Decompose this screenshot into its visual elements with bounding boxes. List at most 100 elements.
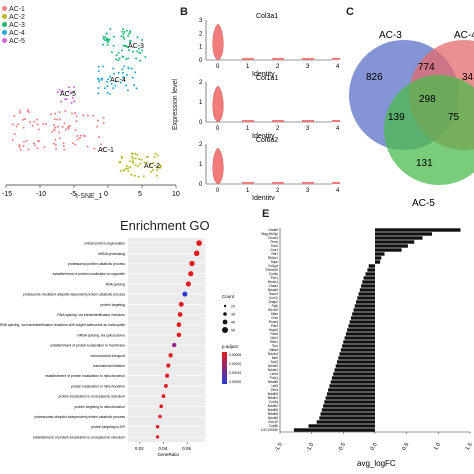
- venn-circle-ac5: [384, 75, 474, 185]
- tsne-point: [130, 173, 133, 176]
- tsne-point: [68, 125, 71, 128]
- violin-xlabel: Identity: [252, 133, 275, 140]
- tsne-point: [73, 100, 76, 103]
- tsne-point: [97, 92, 100, 95]
- go-term-label: establishment of protein localization to…: [53, 272, 125, 276]
- tsne-point: [120, 157, 123, 160]
- tsne-point: [67, 90, 70, 93]
- violin-shape: [272, 120, 284, 122]
- tsne-point: [25, 139, 28, 142]
- go-dot: [172, 342, 177, 348]
- logfc-bar: [375, 252, 385, 256]
- logfc-gene-label: Cox8b: [269, 424, 278, 428]
- logfc-gene-label: Ostate: [269, 228, 279, 232]
- tsne-point: [110, 51, 113, 54]
- logfc-bar: [331, 376, 375, 380]
- go-term-label: mRNA splicing, via spliceosome: [77, 333, 125, 337]
- violin-xtick: 0: [216, 188, 220, 194]
- tsne-point: [24, 118, 27, 120]
- legend-dot-icon: [2, 38, 7, 43]
- tsne-point: [133, 174, 136, 177]
- tsne-point: [13, 133, 16, 135]
- tsne-point: [65, 98, 68, 101]
- violin-shape: [332, 182, 340, 184]
- logfc-gene-label: Ndufb1: [268, 396, 279, 400]
- tsne-point: [131, 76, 134, 79]
- tsne-point: [60, 91, 63, 93]
- tsne-point: [137, 175, 140, 178]
- tsne-point: [121, 68, 124, 71]
- go-term-label: RNA splicing, via transesterification re…: [57, 313, 125, 317]
- logfc-gene-label: Pvrl1: [271, 276, 278, 280]
- logfc-bar: [319, 416, 375, 420]
- tsne-legend: AC-1 AC-2 AC-3 AC-4 AC-5: [2, 6, 25, 46]
- tsne-point: [76, 134, 79, 137]
- tsne-point: [73, 86, 75, 88]
- tsne-point: [19, 111, 21, 114]
- logfc-bar: [339, 352, 375, 356]
- venn-count-only3: 826: [366, 72, 383, 83]
- violin-xlabel: Identity: [252, 195, 275, 200]
- tsne-panel: -15 -10 -5 0 5 10 AC-5 AC-4 AC-3 AC-1 AC-2 AC-1 AC-…: [0, 0, 180, 210]
- logfc-gene-label: Clcn10: [268, 420, 278, 424]
- go-term-label: protein targeting: [100, 303, 125, 307]
- tsne-point: [132, 157, 135, 160]
- venn-label-ac3: AC-3: [379, 30, 402, 41]
- tsne-point: [125, 58, 128, 61]
- tsne-point: [62, 142, 65, 145]
- tsne-point: [102, 65, 105, 68]
- tsne-point: [129, 160, 132, 163]
- logfc-bar: [337, 360, 375, 364]
- tsne-point: [86, 114, 89, 117]
- tsne-point: [53, 118, 56, 121]
- tsne-point: [139, 162, 142, 165]
- logfc-gene-label: Rbfc1: [270, 340, 279, 344]
- tsne-point: [149, 163, 152, 166]
- tsne-point: [109, 28, 112, 31]
- tsne-point: [82, 134, 85, 137]
- go-legend-count-label: 30: [231, 313, 235, 317]
- tsne-point: [33, 142, 36, 145]
- tsne-xtick: 5: [138, 191, 142, 198]
- tsne-point: [98, 78, 101, 81]
- tsne-point: [156, 165, 159, 168]
- tsne-point: [117, 59, 120, 62]
- tsne-point: [93, 147, 96, 150]
- logfc-bar: [361, 284, 375, 288]
- tsne-point: [37, 128, 40, 131]
- logfc-gene-label: Ndufs3: [268, 364, 278, 368]
- tsne-point: [106, 41, 109, 44]
- logfc-bar: [326, 392, 375, 396]
- go-dot: [176, 322, 182, 328]
- tsne-cluster-label: AC-5: [60, 91, 76, 98]
- violin-shape: [332, 120, 340, 122]
- logfc-gene-label: Sod2: [271, 360, 279, 364]
- tsne-cluster-label: AC-4: [110, 77, 126, 84]
- logfc-gene-label: Rbfox1: [268, 256, 278, 260]
- tsne-point: [137, 165, 140, 168]
- logfc-gene-label: Stbin: [271, 312, 278, 316]
- violin-ytick: 2: [199, 142, 203, 148]
- tsne-point: [43, 146, 46, 149]
- logfc-gene-label: Mrbl: [272, 356, 278, 360]
- go-term-label: proteasomal ubiquitin-independent protei…: [35, 415, 126, 419]
- tsne-point: [136, 153, 139, 156]
- tsne-point: [58, 88, 61, 91]
- tsne-point: [79, 134, 82, 137]
- violin-ylabel: Expression level: [172, 79, 179, 130]
- tsne-point: [141, 39, 144, 41]
- logfc-gene-label: Rcb6: [271, 332, 279, 336]
- go-dot: [177, 312, 183, 317]
- logfc-gene-label: Nec2: [271, 336, 279, 340]
- violin-ytick: 1: [199, 162, 203, 168]
- logfc-bar: [357, 296, 375, 300]
- violin-xtick: 1: [246, 126, 250, 132]
- go-term-label: establishment of protein localization to…: [50, 344, 125, 348]
- tsne-point: [56, 125, 59, 128]
- tsne-point: [49, 113, 52, 116]
- tsne-point: [112, 67, 115, 70]
- logfc-bar: [358, 292, 375, 296]
- go-term-label: mitochondrial transport: [91, 354, 126, 358]
- tsne-point: [129, 30, 132, 32]
- tsne-cluster-label: AC-2: [144, 163, 160, 170]
